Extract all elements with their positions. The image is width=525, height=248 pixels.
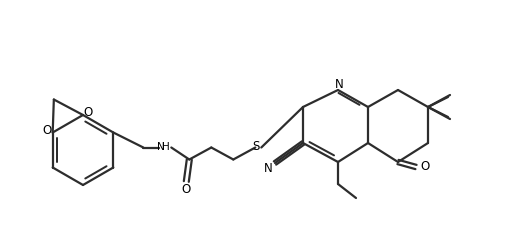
Text: N: N (158, 142, 165, 152)
Text: S: S (253, 140, 260, 153)
Text: N: N (334, 77, 343, 91)
Text: O: O (182, 183, 191, 196)
Text: O: O (421, 160, 429, 174)
Text: O: O (83, 106, 92, 120)
Text: N: N (264, 161, 272, 175)
Text: O: O (42, 124, 51, 137)
Text: H: H (162, 142, 170, 152)
